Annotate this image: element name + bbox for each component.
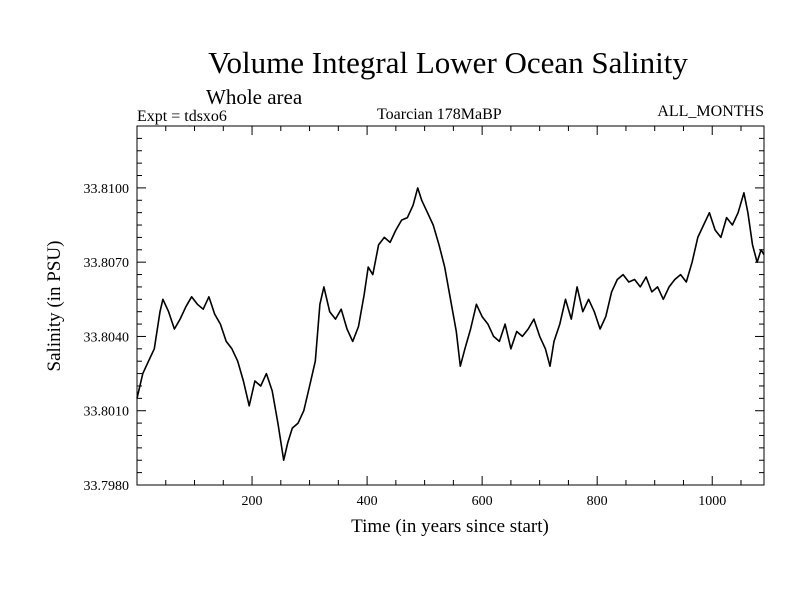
y-tick-label: 33.8070	[84, 256, 130, 271]
axis-ticks	[137, 126, 764, 485]
x-tick-label: 800	[587, 494, 608, 509]
experiment-label: Expt = tdsxo6	[137, 108, 227, 125]
y-tick-label: 33.8010	[84, 405, 130, 420]
period-label: Toarcian 178MaBP	[377, 106, 502, 123]
chart-subtitle: Whole area	[206, 85, 303, 109]
y-tick-label: 33.8040	[84, 330, 130, 345]
x-axis-label: Time (in years since start)	[351, 516, 549, 537]
y-axis-label: Salinity (in PSU)	[44, 241, 65, 372]
y-tick-label: 33.8100	[84, 182, 130, 197]
series-line	[136, 187, 765, 461]
data-series	[136, 187, 765, 461]
months-label: ALL_MONTHS	[657, 103, 764, 120]
plot-frame	[136, 125, 765, 486]
axis-tick-labels: 200 400 600 800 1000 33.7980 33.8010 33.8040 33.…	[84, 182, 727, 509]
x-tick-label: 200	[242, 494, 263, 509]
x-tick-label: 1000	[698, 494, 726, 509]
x-tick-label: 400	[357, 494, 378, 509]
x-tick-label: 600	[472, 494, 493, 509]
chart-title: Volume Integral Lower Ocean Salinity	[208, 45, 688, 80]
y-tick-label: 33.7980	[84, 479, 130, 494]
